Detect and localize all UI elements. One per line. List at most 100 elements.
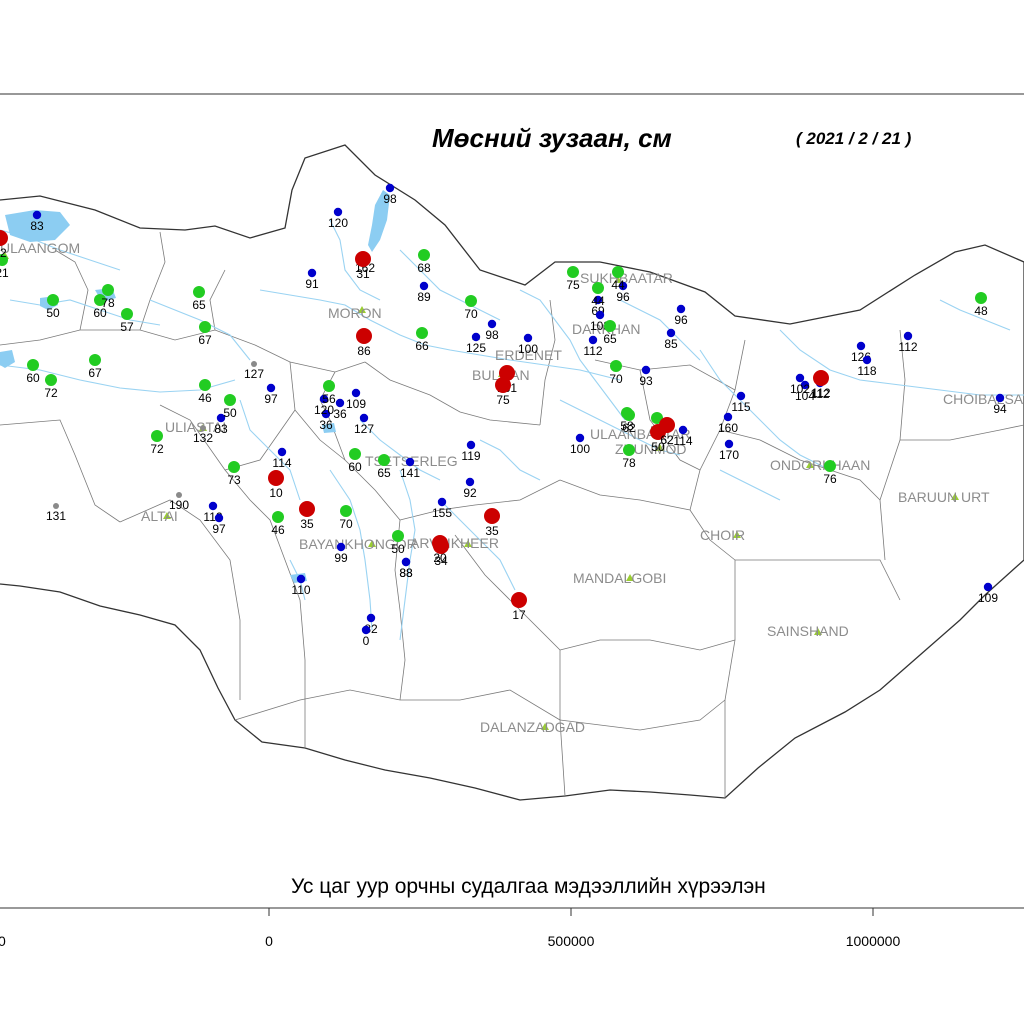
station-value-label: 132	[193, 431, 213, 445]
station-value-label: 75	[566, 278, 580, 292]
station-value-label: 20	[433, 551, 447, 565]
station-value-label: 92	[463, 486, 477, 500]
green-station-marker	[416, 327, 428, 339]
blue-station-marker	[335, 398, 345, 408]
station-value-label: 112	[810, 387, 829, 401]
red-station-marker	[0, 230, 8, 246]
blue-station-marker	[471, 332, 481, 342]
green-station-marker	[349, 448, 361, 460]
blue-station-marker	[723, 412, 733, 422]
station-value-label: 78	[101, 296, 115, 310]
station-value-label: 114	[272, 456, 291, 470]
aimag-center-marker	[464, 540, 472, 547]
station-value-label: 0	[363, 634, 370, 648]
green-station-marker	[193, 286, 205, 298]
green-station-marker	[418, 249, 430, 261]
aimag-center-marker	[163, 512, 171, 519]
blue-station-marker	[336, 542, 346, 552]
blue-station-marker	[333, 207, 343, 217]
city-label-choibalsan: CHOIBALSAN	[943, 391, 1024, 407]
station-value-label: 73	[227, 473, 241, 487]
station-value-label: 100	[518, 342, 538, 356]
station-value-label: 75	[496, 393, 510, 407]
station-value-label: 118	[857, 364, 876, 378]
blue-station-marker	[361, 625, 371, 635]
green-station-marker	[323, 380, 335, 392]
gray-station-marker	[176, 492, 182, 498]
city-label-erdenet: ERDENET	[495, 347, 562, 363]
aimag-center-marker	[814, 628, 822, 635]
green-station-marker	[623, 444, 635, 456]
green-station-marker	[47, 294, 59, 306]
blue-station-marker	[385, 183, 395, 193]
station-value-label: 104	[795, 389, 815, 403]
station-value-label: 112	[583, 344, 602, 358]
blue-station-marker	[736, 391, 746, 401]
station-value-label: 67	[88, 366, 102, 380]
station-value-label: 141	[400, 466, 420, 480]
station-value-label: 160	[718, 421, 738, 435]
blue-station-marker	[351, 388, 361, 398]
blue-station-marker	[618, 281, 628, 291]
red-station-marker	[355, 251, 371, 267]
city-label-ulaangom: ULAANGOM	[0, 240, 80, 256]
green-station-marker	[0, 254, 8, 266]
blue-station-marker	[678, 425, 688, 435]
green-station-marker	[45, 374, 57, 386]
station-value-label: 125	[466, 341, 486, 355]
blue-station-marker	[208, 501, 218, 511]
blue-station-marker	[575, 433, 585, 443]
station-value-label: 57	[120, 320, 134, 334]
station-value-label: 35	[300, 517, 314, 531]
station-value-label: 99	[334, 551, 348, 565]
blue-station-marker	[266, 383, 276, 393]
station-value-label: 67	[198, 333, 212, 347]
green-station-marker	[199, 379, 211, 391]
city-label-baruun-urt: BARUUN URT	[898, 489, 990, 505]
green-station-marker	[121, 308, 133, 320]
station-value-label: 190	[169, 498, 189, 512]
station-value-label: 36	[333, 407, 347, 421]
aimag-centers: ULAANGOMMORONERDENETBULGANDARKHANSUKHBAA…	[0, 240, 1024, 735]
station-value-label: 120	[314, 403, 334, 417]
station-value-label: 78	[622, 456, 636, 470]
green-station-marker	[592, 282, 604, 294]
station-value-label: 44	[591, 294, 605, 308]
station-value-label: 170	[719, 448, 739, 462]
green-station-marker	[604, 320, 616, 332]
station-value-label: 60	[348, 460, 362, 474]
station-value-label: 12	[0, 246, 7, 260]
admin-boundaries	[0, 231, 1024, 798]
blue-station-marker	[466, 440, 476, 450]
aimag-center-marker	[951, 493, 959, 500]
aimag-center-marker	[626, 574, 634, 581]
city-label-bayankhongor: BAYANKHONGOR	[299, 536, 417, 552]
station-value-label: 96	[674, 313, 688, 327]
station-value-label: 86	[357, 344, 371, 358]
station-value-label: 114	[673, 434, 692, 448]
map-title: Мөсний зузаан, см	[432, 123, 672, 153]
station-value-label: 65	[377, 466, 391, 480]
station-value-label: 109	[978, 591, 998, 605]
station-value-label: 127	[354, 422, 374, 436]
blue-station-marker	[795, 373, 805, 383]
blue-station-marker	[437, 497, 447, 507]
red-station-marker	[268, 470, 284, 486]
aimag-center-marker	[368, 540, 376, 547]
aimag-center-marker	[614, 276, 622, 283]
blue-station-marker	[676, 304, 686, 314]
station-value-label: 83	[30, 219, 44, 233]
red-station-marker	[659, 417, 675, 433]
lake-khar-us	[0, 350, 15, 368]
green-station-marker	[824, 460, 836, 472]
city-label-sukhbaatar: SUKHBAATAR	[580, 270, 673, 286]
city-label-dalanzadgad: DALANZADGAD	[480, 719, 585, 735]
green-station-marker	[378, 454, 390, 466]
green-station-marker	[623, 409, 635, 421]
station-value-label: 21	[0, 266, 9, 280]
station-value-label: 50	[651, 440, 665, 454]
blue-station-marker	[401, 557, 411, 567]
blue-station-marker	[307, 268, 317, 278]
station-value-label: 50	[46, 306, 60, 320]
